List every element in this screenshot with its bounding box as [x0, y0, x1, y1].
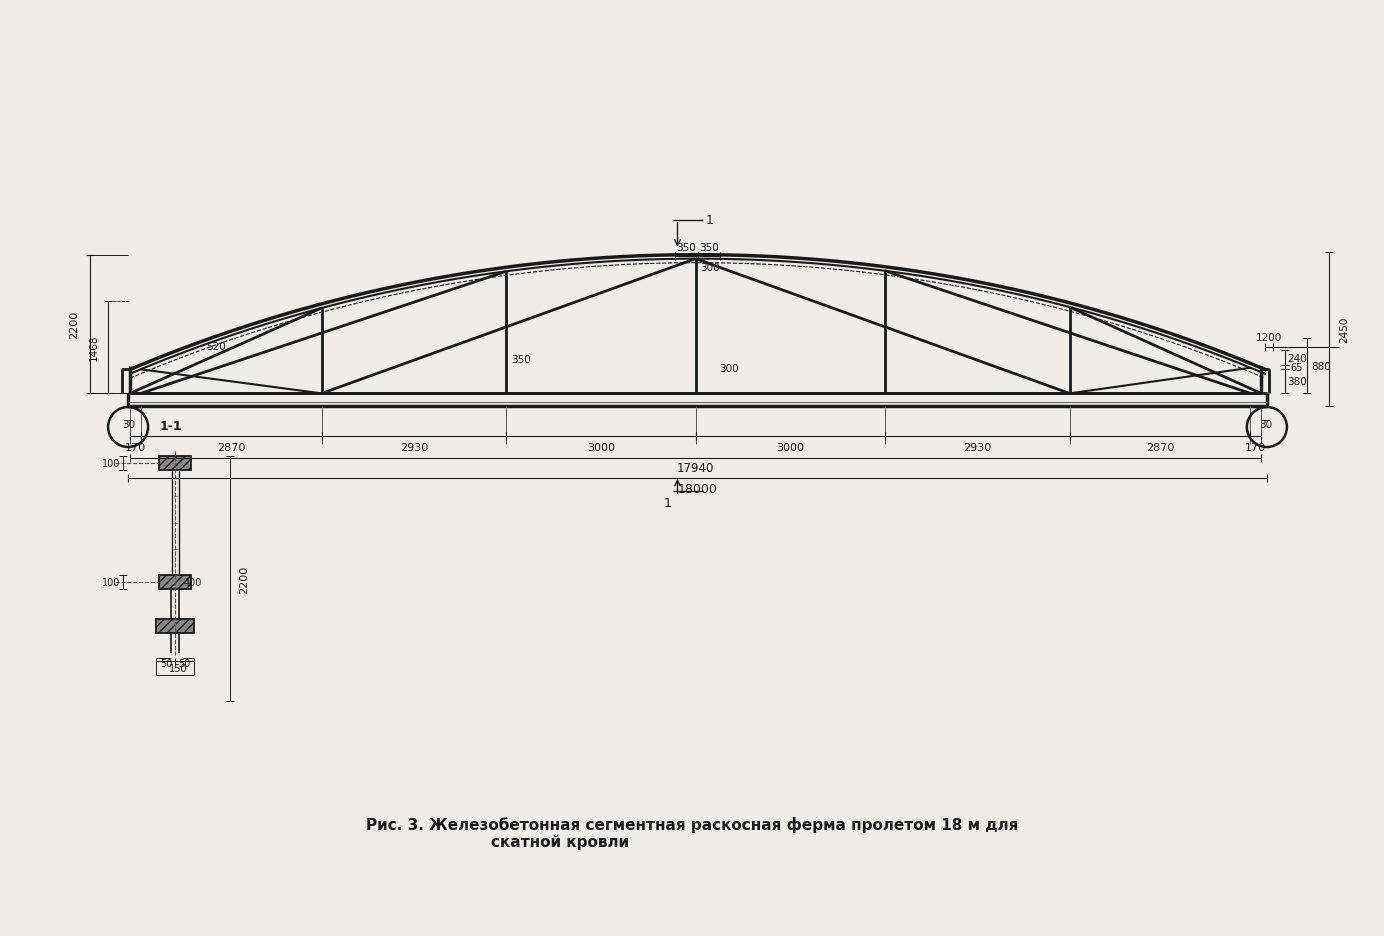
Text: 1-1: 1-1	[161, 420, 183, 433]
Text: 1: 1	[663, 497, 671, 510]
Text: 100: 100	[102, 459, 120, 469]
Text: 350: 350	[512, 355, 531, 364]
Text: 1468: 1468	[89, 334, 100, 361]
Text: 170: 170	[125, 443, 145, 452]
Bar	[156, 620, 194, 634]
Text: скатной кровли: скатной кровли	[491, 833, 630, 849]
Text: 300: 300	[700, 263, 720, 273]
Text: 2200: 2200	[69, 311, 79, 339]
Bar	[159, 576, 191, 590]
Text: 65: 65	[1291, 363, 1304, 373]
Text: 1: 1	[706, 214, 713, 227]
Text: 520: 520	[206, 342, 226, 352]
Text: 50: 50	[159, 658, 172, 668]
Text: 2200: 2200	[239, 564, 249, 593]
Text: 240: 240	[1287, 354, 1306, 363]
Text: 2930: 2930	[963, 443, 991, 452]
Text: 30: 30	[1259, 419, 1272, 430]
Text: 30: 30	[123, 419, 136, 430]
Text: 2870: 2870	[1146, 443, 1174, 452]
Text: 2930: 2930	[400, 443, 428, 452]
Text: 50: 50	[177, 658, 190, 668]
Text: Рис. 3. Железобетонная сегментная раскосная ферма пролетом 18 м для: Рис. 3. Железобетонная сегментная раскос…	[365, 816, 1019, 832]
Text: 400: 400	[184, 578, 202, 588]
Text: 18000: 18000	[678, 483, 717, 496]
Text: 880: 880	[1311, 361, 1331, 372]
Text: 170: 170	[1246, 443, 1266, 452]
Text: 350: 350	[677, 242, 696, 253]
Text: 380: 380	[1287, 377, 1306, 387]
Text: 2870: 2870	[217, 443, 245, 452]
Text: 2450: 2450	[1338, 316, 1349, 343]
Bar	[159, 457, 191, 471]
Text: 300: 300	[720, 364, 739, 373]
Text: 3000: 3000	[587, 443, 614, 452]
Text: 350: 350	[699, 242, 718, 253]
Text: 1200: 1200	[1255, 333, 1282, 343]
Text: 3000: 3000	[776, 443, 804, 452]
Text: 17940: 17940	[677, 462, 714, 475]
Text: 100: 100	[102, 578, 120, 588]
Text: 150: 150	[169, 664, 187, 673]
